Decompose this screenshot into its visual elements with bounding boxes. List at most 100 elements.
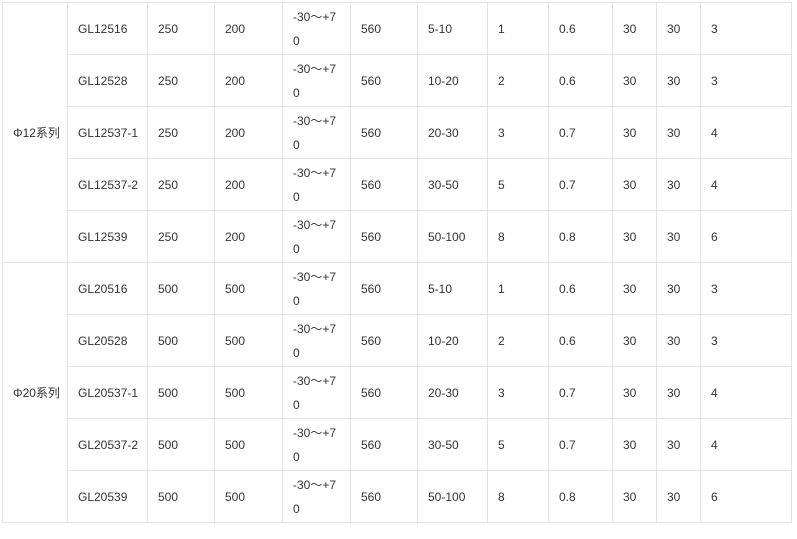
col-5-cell: 560 [350,54,418,107]
col-10-cell: 30 [656,158,701,211]
col-10-cell: 30 [656,470,701,523]
col-11-cell: 3 [700,54,792,107]
table-row: Φ20系列 GL20516 500 500 -30～+70 560 5-10 1 0.6 30 30… [2,262,792,523]
col-8-cell: 0.7 [548,158,613,211]
table-body: Φ12系列 GL12516 250 200 -30～+70 560 5-10 1 0.6 30 30… [2,2,792,523]
range-cell: 50-100 [417,470,488,523]
col-2-cell: 250 [147,2,215,55]
col-5-cell: 560 [350,262,418,315]
col-10-cell: 30 [656,210,701,263]
col-7-cell: 8 [487,210,549,263]
col-5-cell: 560 [350,106,418,159]
col-8-cell: 0.8 [548,210,613,263]
col-8-cell: 0.6 [548,262,613,315]
col-8-cell: 0.7 [548,418,613,471]
series-cell: Φ12系列 [2,2,68,263]
col-3-cell: 500 [214,418,283,471]
col-8-cell: 0.7 [548,366,613,419]
col-7-cell: 1 [487,2,549,55]
range-cell: 5-10 [417,262,488,315]
col-7-cell: 2 [487,54,549,107]
spec-table: Φ12系列 GL12516 250 200 -30～+70 560 5-10 1 0.6 30 30… [2,2,792,523]
col-9-cell: 30 [612,106,657,159]
col-9-cell: 30 [612,314,657,367]
col-3-cell: 200 [214,210,283,263]
series-cell: Φ20系列 [2,262,68,523]
model-cell: GL12539 [67,210,148,263]
col-5-cell: 560 [350,2,418,55]
temperature-range-cell: -30～+70 [282,470,351,523]
col-2-cell: 500 [147,314,215,367]
model-cell: GL12537-2 [67,158,148,211]
col-2-cell: 250 [147,210,215,263]
col-9-cell: 30 [612,366,657,419]
range-cell: 10-20 [417,54,488,107]
col-3-cell: 200 [214,106,283,159]
col-2-cell: 250 [147,158,215,211]
col-8-cell: 0.6 [548,314,613,367]
range-cell: 50-100 [417,210,488,263]
col-7-cell: 8 [487,470,549,523]
model-cell: GL20528 [67,314,148,367]
col-5-cell: 560 [350,158,418,211]
col-5-cell: 560 [350,470,418,523]
col-5-cell: 560 [350,418,418,471]
col-9-cell: 30 [612,2,657,55]
col-10-cell: 30 [656,106,701,159]
col-7-cell: 5 [487,418,549,471]
col-11-cell: 6 [700,470,792,523]
col-3-cell: 500 [214,366,283,419]
col-11-cell: 4 [700,106,792,159]
col-10-cell: 30 [656,366,701,419]
range-cell: 5-10 [417,2,488,55]
temperature-range-cell: -30～+70 [282,210,351,263]
col-3-cell: 500 [214,262,283,315]
table-row: GL20539 500 500 -30～+70 560 50-100 8 0.8 30 30 6 [3,470,792,523]
table-row: Φ12系列 GL12516 250 200 -30～+70 560 5-10 1 0.6 30 30… [2,2,792,263]
col-2-cell: 500 [147,366,215,419]
col-7-cell: 5 [487,158,549,211]
col-3-cell: 200 [214,2,283,55]
model-cell: GL12528 [67,54,148,107]
model-cell: GL12537-1 [67,106,148,159]
table-row: GL20537-1 500 500 -30～+70 560 20-30 3 0.7 30 30 4 [3,366,792,419]
col-10-cell: 30 [656,418,701,471]
col-8-cell: 0.7 [548,106,613,159]
model-cell: GL20539 [67,470,148,523]
col-8-cell: 0.6 [548,54,613,107]
range-cell: 30-50 [417,158,488,211]
col-9-cell: 30 [612,54,657,107]
col-11-cell: 4 [700,366,792,419]
temperature-range-cell: -30～+70 [282,2,351,55]
col-2-cell: 500 [147,262,215,315]
col-5-cell: 560 [350,314,418,367]
col-10-cell: 30 [656,262,701,315]
range-cell: 20-30 [417,106,488,159]
col-2-cell: 250 [147,54,215,107]
col-11-cell: 3 [700,2,792,55]
range-cell: 30-50 [417,418,488,471]
table-row: GL20528 500 500 -30～+70 560 10-20 2 0.6 30 30 3 [3,314,792,367]
col-7-cell: 3 [487,366,549,419]
temperature-range-cell: -30～+70 [282,366,351,419]
col-7-cell: 2 [487,314,549,367]
col-7-cell: 1 [487,262,549,315]
temperature-range-cell: -30～+70 [282,54,351,107]
col-3-cell: 200 [214,158,283,211]
col-11-cell: 3 [700,314,792,367]
table-row: GL20537-2 500 500 -30～+70 560 30-50 5 0.7 30 30 4 [3,418,792,471]
range-cell: 20-30 [417,366,488,419]
col-3-cell: 500 [214,314,283,367]
col-5-cell: 560 [350,210,418,263]
temperature-range-cell: -30～+70 [282,106,351,159]
temperature-range-cell: -30～+70 [282,314,351,367]
temperature-range-cell: -30～+70 [282,262,351,315]
col-10-cell: 30 [656,314,701,367]
model-cell: GL20537-2 [67,418,148,471]
model-cell: GL20516 [67,262,148,315]
table-row: GL12537-1 250 200 -30～+70 560 20-30 3 0.7 30 30 4 [3,106,792,159]
col-9-cell: 30 [612,418,657,471]
table-row: GL12537-2 250 200 -30～+70 560 30-50 5 0.7 30 30 4 [3,158,792,211]
temperature-range-cell: -30～+70 [282,418,351,471]
col-2-cell: 250 [147,106,215,159]
